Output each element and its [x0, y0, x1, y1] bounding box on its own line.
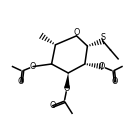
- Text: O: O: [30, 62, 36, 71]
- Text: S: S: [100, 33, 105, 42]
- Text: O: O: [18, 77, 24, 86]
- Polygon shape: [64, 73, 70, 89]
- Text: O: O: [111, 77, 117, 86]
- Text: O: O: [99, 62, 105, 71]
- Text: O: O: [64, 84, 70, 93]
- Text: O: O: [73, 28, 80, 37]
- Text: O: O: [50, 101, 56, 110]
